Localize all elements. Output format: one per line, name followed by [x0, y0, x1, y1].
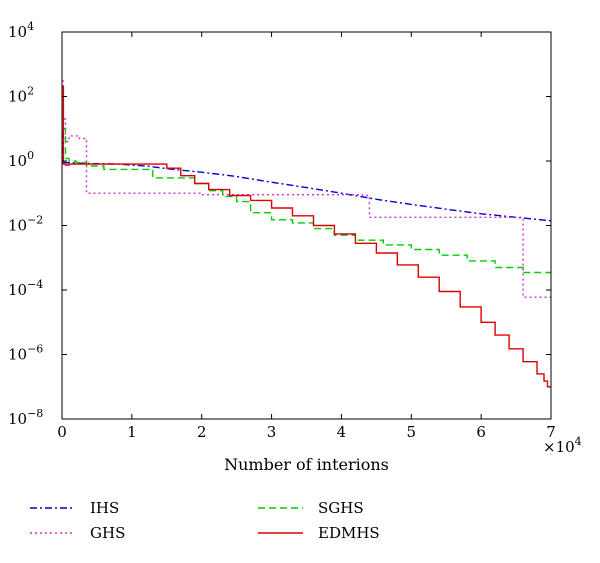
- x-tick-label: 2: [197, 423, 207, 441]
- legend-label-sghs: SGHS: [318, 499, 364, 517]
- x-tick-label: 3: [267, 423, 277, 441]
- x-axis-label: Number of interions: [224, 455, 389, 474]
- y-tick-label: 102: [8, 85, 34, 106]
- plot-lines: [62, 80, 551, 388]
- x-tick-label: 1: [127, 423, 137, 441]
- series-line-ghs: [62, 80, 551, 298]
- y-tick-label: 100: [8, 149, 34, 170]
- series-line-edmhs: [62, 86, 551, 388]
- series-line-ihs: [62, 131, 551, 222]
- x-tick-label: 7: [546, 423, 556, 441]
- x-tick-label: 5: [407, 423, 417, 441]
- series-line-sghs: [62, 128, 551, 278]
- tick-labels: 0 1 2 3 4 5 6 7 104 102 100 10−2 10−4 10−6 10−8: [8, 20, 556, 441]
- legend-label-ghs: GHS: [90, 524, 125, 542]
- plot-frame: [61, 31, 552, 420]
- x-axis-multiplier: ×104: [543, 435, 582, 456]
- y-tick-label: 10−4: [8, 278, 43, 299]
- y-tick-label: 104: [8, 20, 34, 41]
- x-tick-label: 6: [476, 423, 486, 441]
- y-tick-label: 10−8: [8, 407, 43, 428]
- x-tick-label: 4: [337, 423, 347, 441]
- y-tick-label: 10−6: [8, 343, 43, 364]
- legend-label-edmhs: EDMHS: [318, 524, 380, 542]
- legend: IHS GHS SGHS EDMHS: [30, 499, 380, 542]
- legend-label-ihs: IHS: [90, 499, 119, 517]
- x-tick-label: 0: [57, 423, 67, 441]
- y-tick-label: 10−2: [8, 214, 43, 235]
- axis-ticks: [61, 31, 552, 420]
